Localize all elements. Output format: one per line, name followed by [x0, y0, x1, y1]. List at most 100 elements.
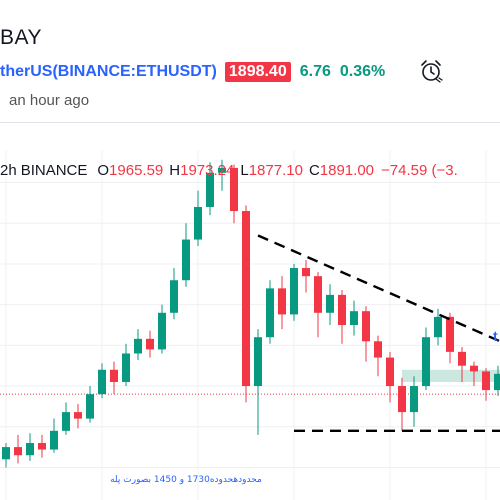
candle-body [434, 316, 442, 338]
candle-body [386, 357, 394, 387]
candle-body [110, 369, 118, 382]
candle[interactable] [206, 162, 214, 216]
candle[interactable] [50, 418, 58, 453]
candle[interactable] [434, 308, 442, 346]
symbol-row: therUS (BINANCE:ETHUSDT) 1898.40 6.76 0.… [0, 60, 385, 84]
candle[interactable] [110, 361, 118, 395]
candle[interactable] [146, 330, 154, 358]
candle-body [122, 353, 130, 382]
candle[interactable] [326, 284, 334, 325]
candle[interactable] [38, 434, 46, 458]
header-divider [0, 122, 500, 123]
candle-body [242, 211, 250, 387]
price-badge: 1898.40 [224, 62, 291, 82]
candle-body [410, 386, 418, 413]
candle[interactable] [134, 329, 142, 360]
candle[interactable] [194, 190, 202, 247]
candle-body [170, 280, 178, 313]
candle-body [158, 312, 166, 350]
candle-body [374, 341, 382, 358]
candle[interactable] [266, 280, 274, 344]
high-label: H [169, 162, 181, 179]
candle[interactable] [254, 329, 262, 435]
price-change-percent: 0.36% [339, 63, 386, 80]
candle-body [50, 430, 58, 450]
candle-body [482, 371, 490, 391]
candle[interactable] [158, 304, 166, 354]
candle-body [314, 276, 322, 313]
candle[interactable] [350, 300, 358, 336]
trendlines[interactable] [257, 234, 500, 433]
ohlc-legend: 2h BINANCE O 1965.59 H 1973.24 L 1877.10… [0, 162, 458, 179]
price-change: 6.76 [299, 63, 331, 80]
candle-body [290, 268, 298, 315]
candle-body [302, 268, 310, 277]
close-label: C [308, 162, 320, 179]
candle[interactable] [374, 335, 382, 377]
high-value: 1973.24 [180, 162, 235, 179]
candle[interactable] [410, 376, 418, 427]
candle[interactable] [14, 434, 22, 464]
candle-body [362, 311, 370, 342]
candle[interactable] [242, 205, 250, 403]
candle-body [338, 294, 346, 325]
candle[interactable] [62, 402, 70, 435]
candle-body [326, 294, 334, 313]
candle-body [350, 311, 358, 325]
candle[interactable] [362, 306, 370, 362]
candle-body [14, 447, 22, 456]
candle-body [230, 167, 238, 212]
candle[interactable] [302, 259, 310, 293]
candle[interactable] [170, 268, 178, 320]
candle[interactable] [98, 363, 106, 399]
candle-body [218, 167, 226, 173]
alarm-clock-icon[interactable] [418, 58, 444, 84]
candle[interactable] [494, 365, 500, 396]
candle[interactable] [290, 263, 298, 321]
interval-label[interactable]: 2h [0, 162, 17, 179]
symbol-name[interactable]: therUS [0, 63, 53, 80]
candle[interactable] [386, 351, 394, 403]
candle[interactable] [230, 164, 238, 224]
candle-body [494, 373, 500, 391]
candle-body [134, 338, 142, 354]
support-annotation: محدودهحدوده1730 و 1450 بصورت پله [110, 475, 262, 485]
candle[interactable] [278, 276, 286, 330]
close-value: 1891.00 [319, 162, 375, 179]
candle[interactable] [338, 290, 346, 344]
candle[interactable] [218, 159, 226, 191]
candle[interactable] [482, 368, 490, 401]
low-label: L [240, 162, 249, 179]
candle[interactable] [470, 361, 478, 387]
candle[interactable] [74, 403, 82, 429]
candle-body [2, 447, 10, 460]
candles[interactable] [2, 159, 500, 468]
symbol-exchange[interactable]: (BINANCE:ETHUSDT) [52, 63, 217, 80]
candle-body [62, 412, 70, 431]
edge-annotation: t [493, 328, 498, 344]
candle-body [98, 369, 106, 395]
candle[interactable] [422, 327, 430, 391]
candle-body [182, 239, 190, 281]
candle[interactable] [2, 443, 10, 468]
published-time: an hour ago [9, 92, 90, 109]
candle-body [266, 288, 274, 338]
candle[interactable] [182, 223, 190, 287]
low-value: 1877.10 [248, 162, 303, 179]
candle-body [254, 337, 262, 387]
candle[interactable] [314, 272, 322, 338]
candle[interactable] [122, 343, 130, 387]
trendline-descending-resistance[interactable] [257, 234, 500, 343]
candle[interactable] [458, 346, 466, 382]
candle-body [206, 172, 214, 207]
candle[interactable] [398, 377, 406, 431]
open-value: 1965.59 [109, 162, 164, 179]
candle-body [38, 443, 46, 450]
exchange-label: BINANCE [20, 162, 88, 179]
candle-body [470, 365, 478, 372]
candle-body [422, 337, 430, 387]
candle[interactable] [26, 433, 34, 461]
candle[interactable] [86, 386, 94, 423]
candle[interactable] [446, 312, 454, 364]
